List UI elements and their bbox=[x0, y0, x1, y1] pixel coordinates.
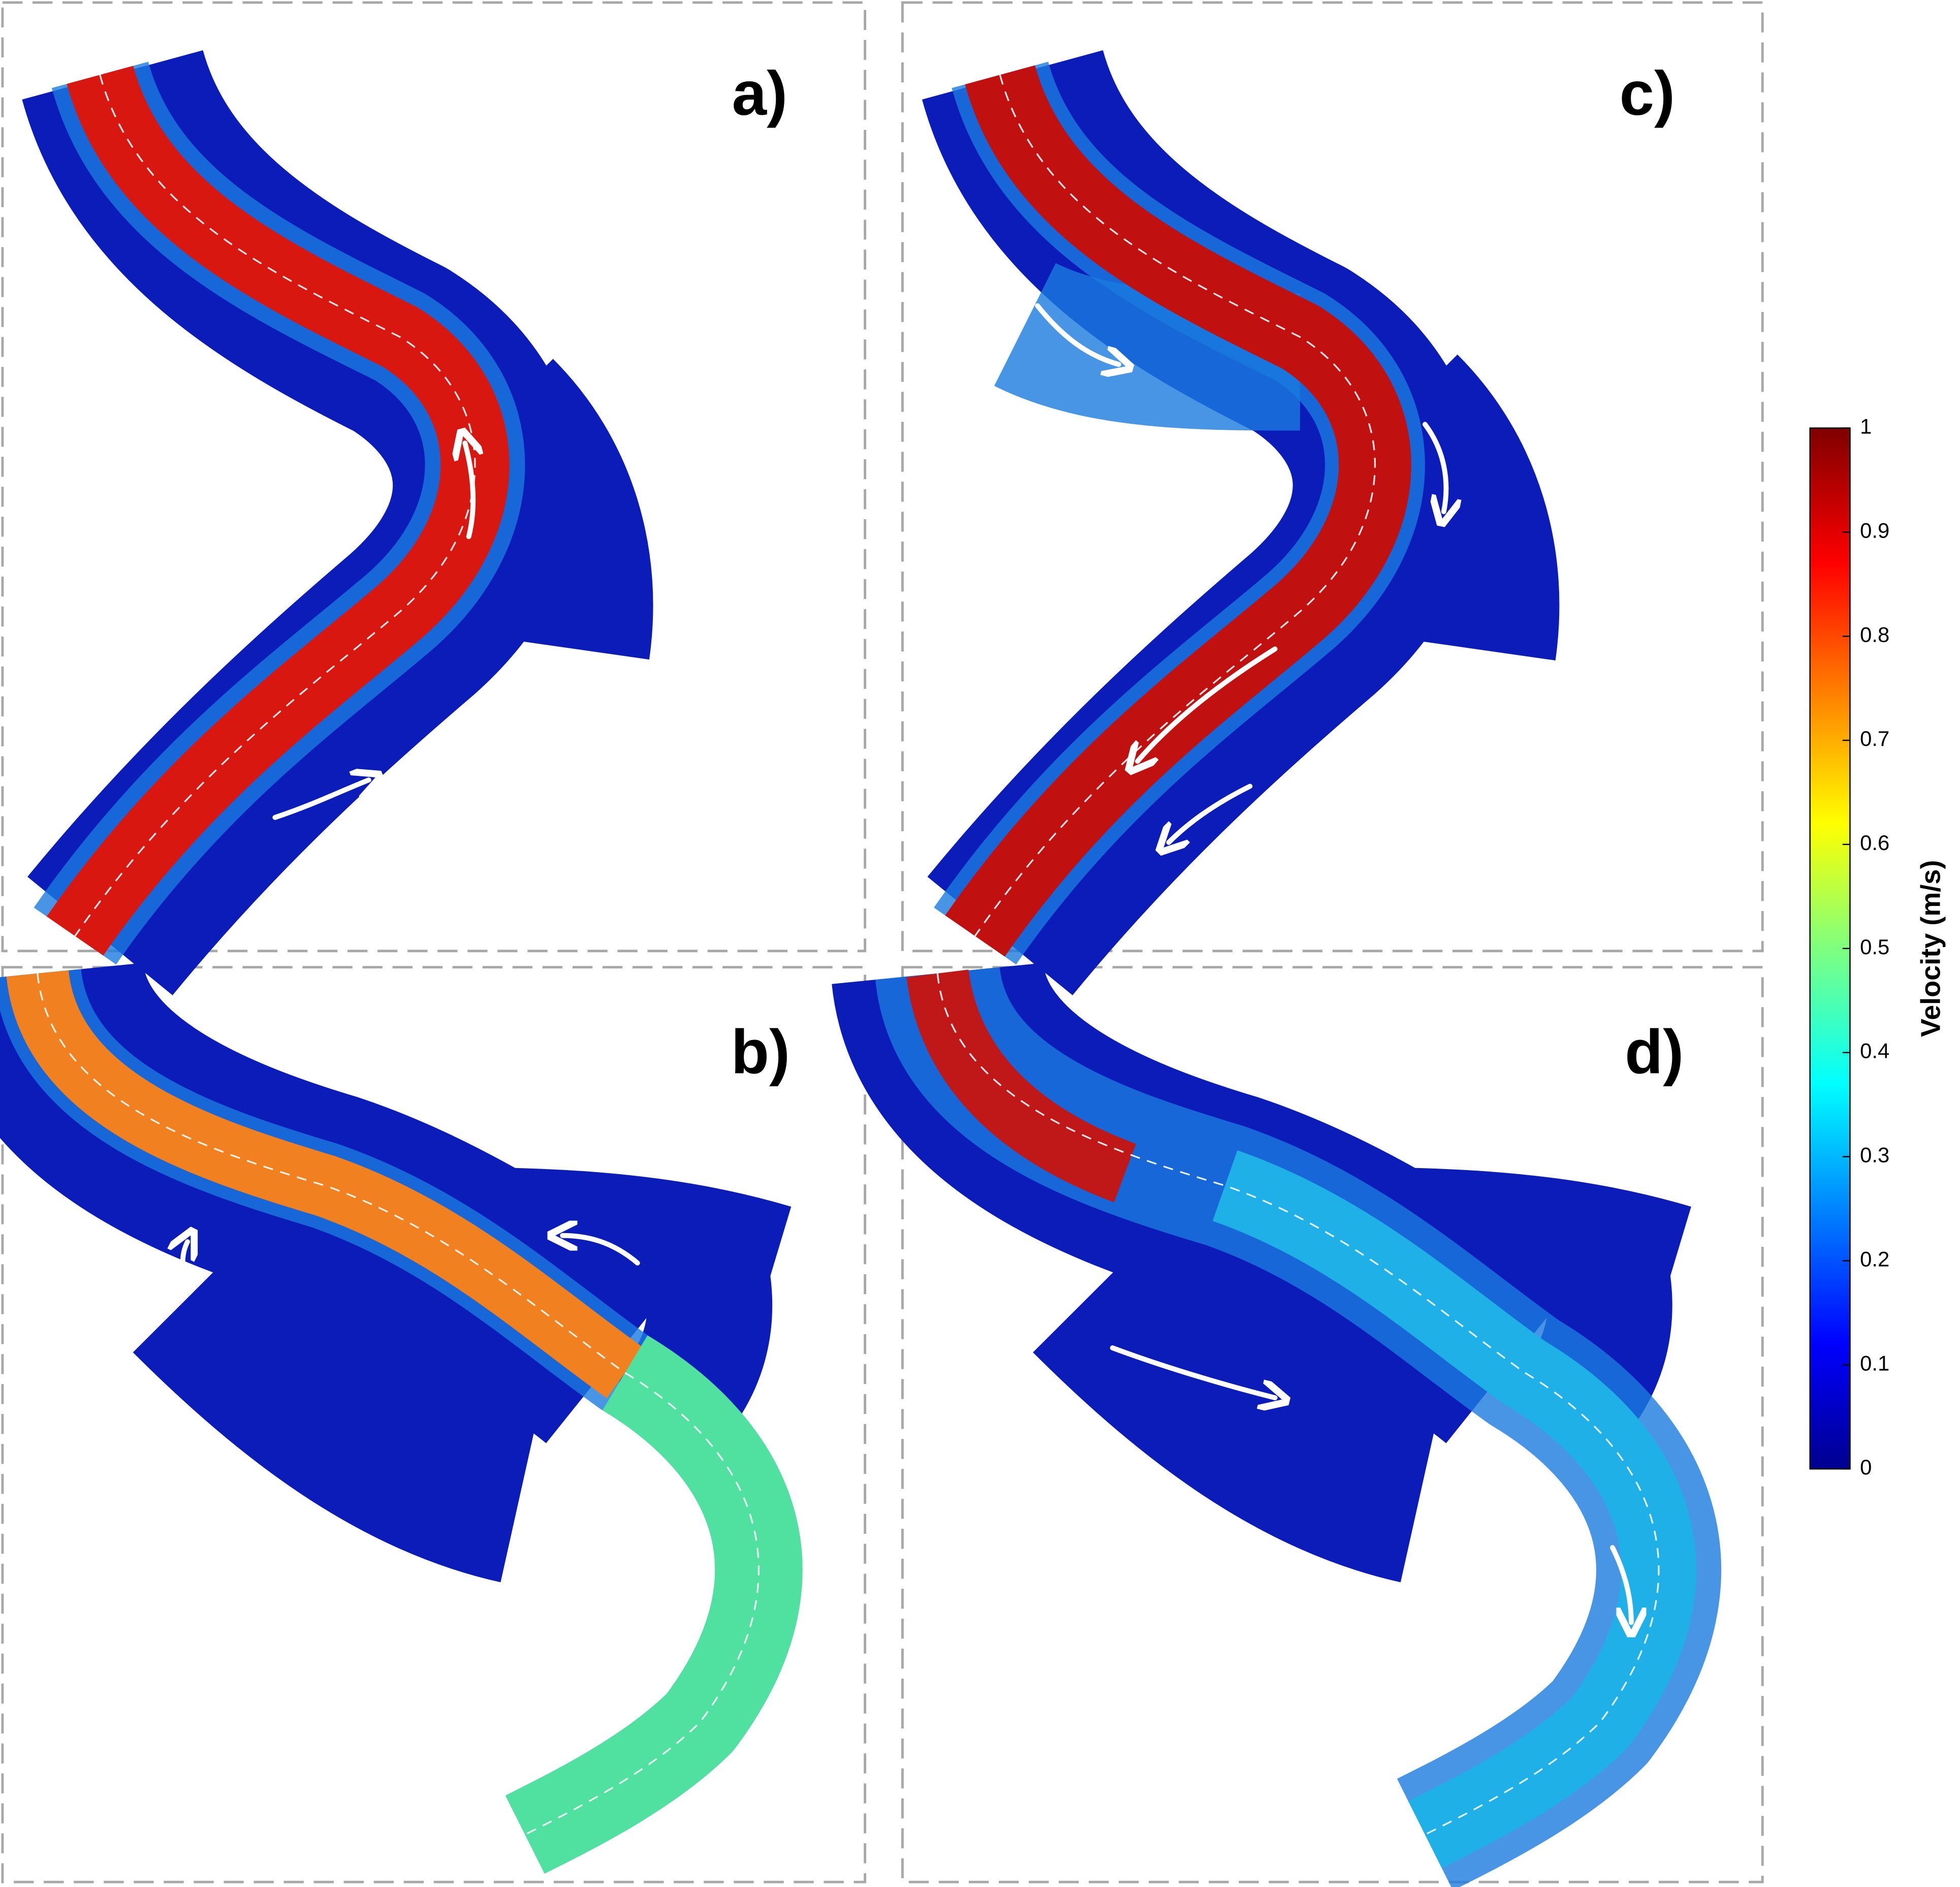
tick-label: 1 bbox=[1860, 415, 1872, 438]
tick-label: 0.9 bbox=[1860, 518, 1889, 542]
tick-label: 0.4 bbox=[1860, 1039, 1889, 1063]
velocity-map bbox=[22, 48, 653, 995]
tick-label: 0.8 bbox=[1860, 622, 1889, 646]
velocity-map bbox=[922, 48, 1560, 995]
panel-frame bbox=[901, 966, 1764, 1883]
tick-label: 0.1 bbox=[1860, 1351, 1889, 1375]
tick-label: 0.6 bbox=[1860, 831, 1889, 855]
panel-frame bbox=[901, 1, 1764, 953]
velocity-map bbox=[0, 959, 803, 1874]
velocity-map bbox=[832, 959, 1721, 1887]
tick-label: 0.3 bbox=[1860, 1143, 1889, 1167]
panel-label: d) bbox=[1625, 1018, 1684, 1087]
tick-label: 0.5 bbox=[1860, 935, 1889, 959]
panel-label: b) bbox=[731, 1018, 790, 1087]
panel-frame bbox=[1, 1, 867, 953]
panel-frame bbox=[1, 966, 867, 1883]
tick-label: 0 bbox=[1860, 1455, 1872, 1479]
tick-label: 0.2 bbox=[1860, 1247, 1889, 1271]
panel-label: a) bbox=[732, 59, 787, 129]
tick-label: 0.7 bbox=[1860, 727, 1889, 750]
panel-label: c) bbox=[1620, 59, 1675, 129]
colorbar-label: Velocity (m/s) bbox=[1916, 860, 1946, 1037]
